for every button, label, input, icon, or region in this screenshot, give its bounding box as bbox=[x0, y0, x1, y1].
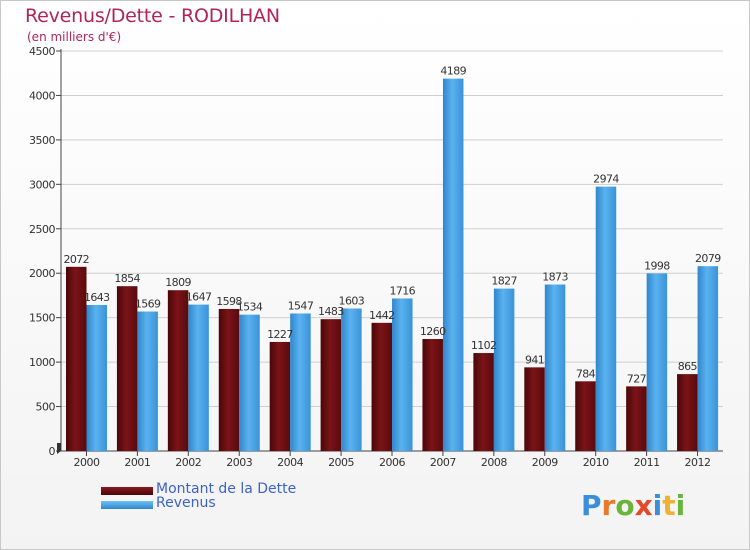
value-label-revenue: 1827 bbox=[491, 275, 517, 288]
bar-debt bbox=[575, 381, 596, 451]
bar-debt bbox=[116, 286, 138, 451]
x-tick-label: 2006 bbox=[379, 456, 405, 469]
bar-debt bbox=[167, 290, 189, 451]
logo-letter: r bbox=[601, 489, 616, 522]
value-label-revenue: 1643 bbox=[84, 291, 110, 304]
chart-title: Revenus/Dette - RODILHAN bbox=[25, 5, 280, 27]
logo-letter: i bbox=[652, 489, 663, 522]
bar-revenue bbox=[188, 304, 209, 451]
bar-debt bbox=[473, 353, 494, 451]
legend-label-revenue: Revenus bbox=[156, 495, 216, 511]
x-tick-label: 2001 bbox=[124, 456, 150, 469]
logo-letter: t bbox=[662, 489, 676, 522]
y-tick-label: 1500 bbox=[29, 312, 55, 325]
legend-swatch-debt bbox=[101, 487, 153, 495]
x-tick-label: 2002 bbox=[175, 456, 201, 469]
bar-debt bbox=[66, 266, 87, 451]
bar-revenue bbox=[290, 313, 311, 451]
bar-revenue bbox=[646, 273, 668, 451]
bar-debt bbox=[371, 322, 393, 451]
bar-debt bbox=[269, 341, 291, 451]
bar-debt bbox=[524, 367, 545, 451]
y-tick-label: 0 bbox=[49, 445, 56, 458]
bar-revenue bbox=[86, 304, 107, 451]
bar-revenue bbox=[137, 311, 158, 451]
bar-debt bbox=[677, 374, 698, 451]
value-label-debt: 865 bbox=[678, 360, 698, 373]
value-label-revenue: 1873 bbox=[542, 271, 568, 284]
value-label-revenue: 1569 bbox=[135, 298, 161, 311]
bar-revenue bbox=[341, 308, 362, 451]
x-tick-label: 2005 bbox=[328, 456, 354, 469]
x-tick-label: 2007 bbox=[430, 456, 456, 469]
bar-revenue bbox=[493, 288, 515, 451]
x-tick-label: 2004 bbox=[277, 456, 303, 469]
x-tick-label: 2000 bbox=[73, 456, 99, 469]
value-label-revenue: 1998 bbox=[644, 259, 670, 272]
bar-revenue bbox=[595, 186, 617, 451]
proxiti-logo: Proxiti bbox=[581, 489, 685, 522]
y-tick-label: 2000 bbox=[29, 267, 55, 280]
bar-debt bbox=[626, 386, 647, 451]
value-label-debt: 1809 bbox=[165, 276, 191, 289]
value-label-debt: 727 bbox=[627, 372, 647, 385]
value-label-debt: 1102 bbox=[471, 339, 497, 352]
y-tick-label: 1000 bbox=[29, 356, 55, 369]
y-tick-label: 500 bbox=[36, 401, 56, 414]
y-tick-label: 3500 bbox=[29, 134, 55, 147]
value-label-debt: 1442 bbox=[369, 309, 395, 322]
chart-subtitle: (en milliers d'€) bbox=[27, 30, 122, 44]
bar-revenue bbox=[442, 78, 464, 452]
x-tick-label: 2012 bbox=[685, 456, 711, 469]
value-label-revenue: 2974 bbox=[593, 173, 619, 186]
bar-debt bbox=[320, 319, 342, 451]
value-label-debt: 1598 bbox=[216, 295, 242, 308]
logo-letter: i bbox=[675, 489, 686, 522]
value-label-debt: 1227 bbox=[267, 328, 293, 341]
bar-revenue bbox=[392, 298, 413, 451]
logo-letter: o bbox=[615, 489, 635, 522]
y-tick-label: 3000 bbox=[29, 178, 55, 191]
value-label-debt: 1260 bbox=[420, 325, 446, 338]
value-label-debt: 784 bbox=[576, 367, 596, 380]
axis-corner bbox=[57, 443, 61, 454]
logo-letter: P bbox=[581, 489, 602, 522]
legend-swatch-revenue bbox=[101, 501, 153, 509]
value-label-revenue: 1603 bbox=[339, 295, 365, 308]
x-tick-label: 2003 bbox=[226, 456, 252, 469]
bar-debt bbox=[422, 339, 443, 451]
legend-label-debt: Montant de la Dette bbox=[156, 481, 297, 497]
x-tick-label: 2008 bbox=[481, 456, 507, 469]
value-label-debt: 1854 bbox=[114, 272, 140, 285]
x-tick-label: 2010 bbox=[583, 456, 609, 469]
value-label-revenue: 4189 bbox=[440, 65, 466, 78]
value-label-revenue: 1547 bbox=[288, 299, 314, 312]
x-tick-label: 2011 bbox=[634, 456, 660, 469]
bar-revenue bbox=[544, 284, 566, 451]
y-tick-label: 2500 bbox=[29, 223, 55, 236]
value-label-revenue: 1716 bbox=[389, 284, 415, 297]
value-label-revenue: 2079 bbox=[695, 252, 721, 265]
bar-revenue bbox=[239, 314, 260, 451]
value-label-revenue: 1534 bbox=[237, 301, 263, 314]
value-label-debt: 1483 bbox=[318, 305, 344, 318]
value-label-revenue: 1647 bbox=[186, 291, 212, 304]
value-label-debt: 2072 bbox=[63, 253, 89, 266]
x-tick-label: 2009 bbox=[532, 456, 558, 469]
logo-letter: x bbox=[634, 489, 653, 522]
bar-revenue bbox=[697, 266, 719, 451]
y-tick-label: 4500 bbox=[29, 45, 55, 58]
value-label-debt: 941 bbox=[525, 353, 544, 366]
y-tick-label: 4000 bbox=[29, 89, 55, 102]
bar-debt bbox=[218, 308, 240, 451]
